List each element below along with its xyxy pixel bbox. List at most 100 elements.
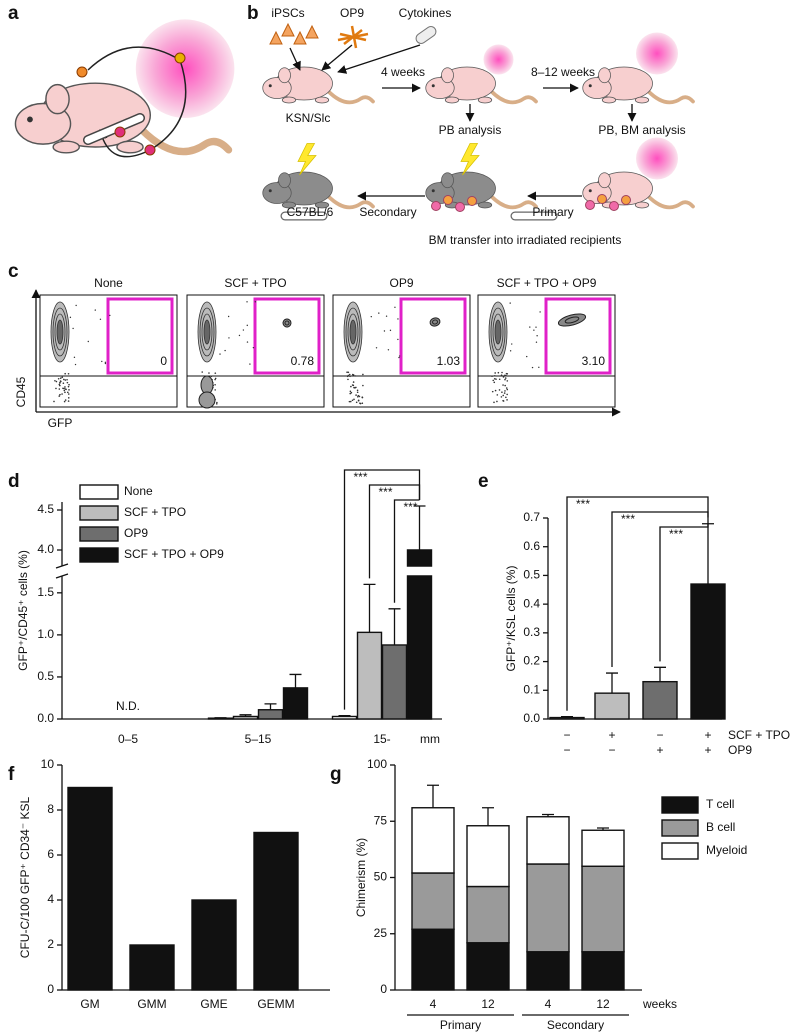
panel-label: f (8, 764, 15, 785)
x-tick-label: GMM (137, 997, 166, 1011)
event (398, 356, 400, 359)
mouse (582, 137, 695, 210)
legend-label: B cell (706, 820, 735, 834)
event (349, 392, 352, 395)
flow-plot (332, 294, 471, 408)
input-label: iPSCs (271, 6, 304, 20)
event (526, 355, 528, 358)
group-label: Secondary (547, 1018, 604, 1032)
event (58, 383, 61, 386)
bar-segment (411, 872, 455, 930)
cell-path (87, 46, 187, 158)
y-tick-label: 0.5 (37, 669, 54, 683)
event (505, 396, 507, 399)
bar (253, 831, 299, 991)
y-tick-label: 2 (47, 937, 54, 951)
event (347, 371, 350, 374)
event (64, 399, 67, 401)
event (362, 373, 364, 376)
caption: BM transfer into irradiated recipients (429, 233, 622, 247)
event (59, 393, 61, 396)
mouse-part (588, 189, 592, 193)
mouse-part (646, 89, 695, 105)
nd-annotation: N.D. (116, 699, 140, 713)
error-bar (482, 807, 494, 826)
event (69, 316, 72, 319)
mouse-part (326, 89, 375, 105)
mouse-part (634, 96, 650, 104)
contour (198, 391, 216, 409)
event (67, 391, 69, 394)
event (356, 389, 359, 392)
y-tick-label: 0.4 (523, 596, 540, 610)
panel-label: e (478, 471, 489, 492)
arrow (337, 44, 421, 74)
event (64, 379, 67, 381)
event (503, 392, 506, 394)
event (491, 390, 494, 393)
bar (257, 709, 284, 720)
event (500, 396, 503, 398)
event (67, 397, 70, 399)
y-tick-label: 25 (374, 926, 388, 940)
mouse (262, 143, 375, 210)
x-tick-label: GEMM (257, 997, 294, 1011)
cell (621, 195, 631, 205)
mouse-part (278, 67, 291, 84)
mouse-part (636, 137, 678, 180)
flow-title: OP9 (389, 276, 413, 290)
bar-segment (411, 807, 455, 874)
mouse-part (477, 201, 493, 209)
y-tick-label: 0.2 (523, 654, 540, 668)
x-unit: weeks (642, 997, 677, 1011)
event (347, 378, 349, 381)
significance-label: *** (378, 485, 392, 499)
event (498, 378, 501, 381)
legend-swatch (661, 842, 699, 860)
bar (594, 692, 630, 720)
event (502, 376, 505, 378)
event (493, 401, 495, 404)
bar (232, 715, 259, 720)
bar (549, 716, 585, 720)
ipsc-icon (269, 30, 283, 45)
event (219, 353, 221, 355)
event (99, 318, 102, 320)
event (351, 384, 354, 386)
event (361, 396, 364, 398)
error-bar (702, 523, 714, 585)
bar-segment (466, 825, 510, 888)
event (535, 326, 537, 328)
significance-bracket (611, 511, 709, 668)
mouse-part (314, 96, 330, 104)
condition-level: − (563, 743, 570, 757)
cell (76, 66, 88, 78)
panel-label: b (247, 3, 259, 24)
y-tick-label: 0.1 (523, 682, 540, 696)
bar (207, 717, 234, 720)
transfer-label: Primary (532, 205, 573, 219)
y-axis-label: GFP⁺/KSL cells (%) (504, 566, 518, 672)
contour (349, 319, 357, 345)
event (57, 377, 60, 380)
event (370, 315, 372, 318)
error-bar (363, 583, 376, 633)
bar (381, 644, 408, 720)
event (351, 373, 354, 376)
event (504, 377, 507, 379)
event (497, 371, 500, 374)
event (506, 399, 508, 401)
cell (443, 195, 453, 205)
mouse-part (489, 194, 538, 210)
y-axis-label: Chimerism (%) (354, 838, 368, 917)
flow-title: None (94, 276, 123, 290)
panel-label: c (8, 261, 19, 282)
significance-label: *** (669, 527, 683, 541)
gate-value: 1.03 (437, 354, 461, 368)
contour (284, 320, 290, 326)
analysis-label: PB analysis (439, 123, 502, 137)
input-label: OP9 (340, 6, 364, 20)
gfp-gate (544, 297, 612, 375)
event (63, 387, 65, 390)
flow-x-label: GFP (48, 416, 73, 430)
